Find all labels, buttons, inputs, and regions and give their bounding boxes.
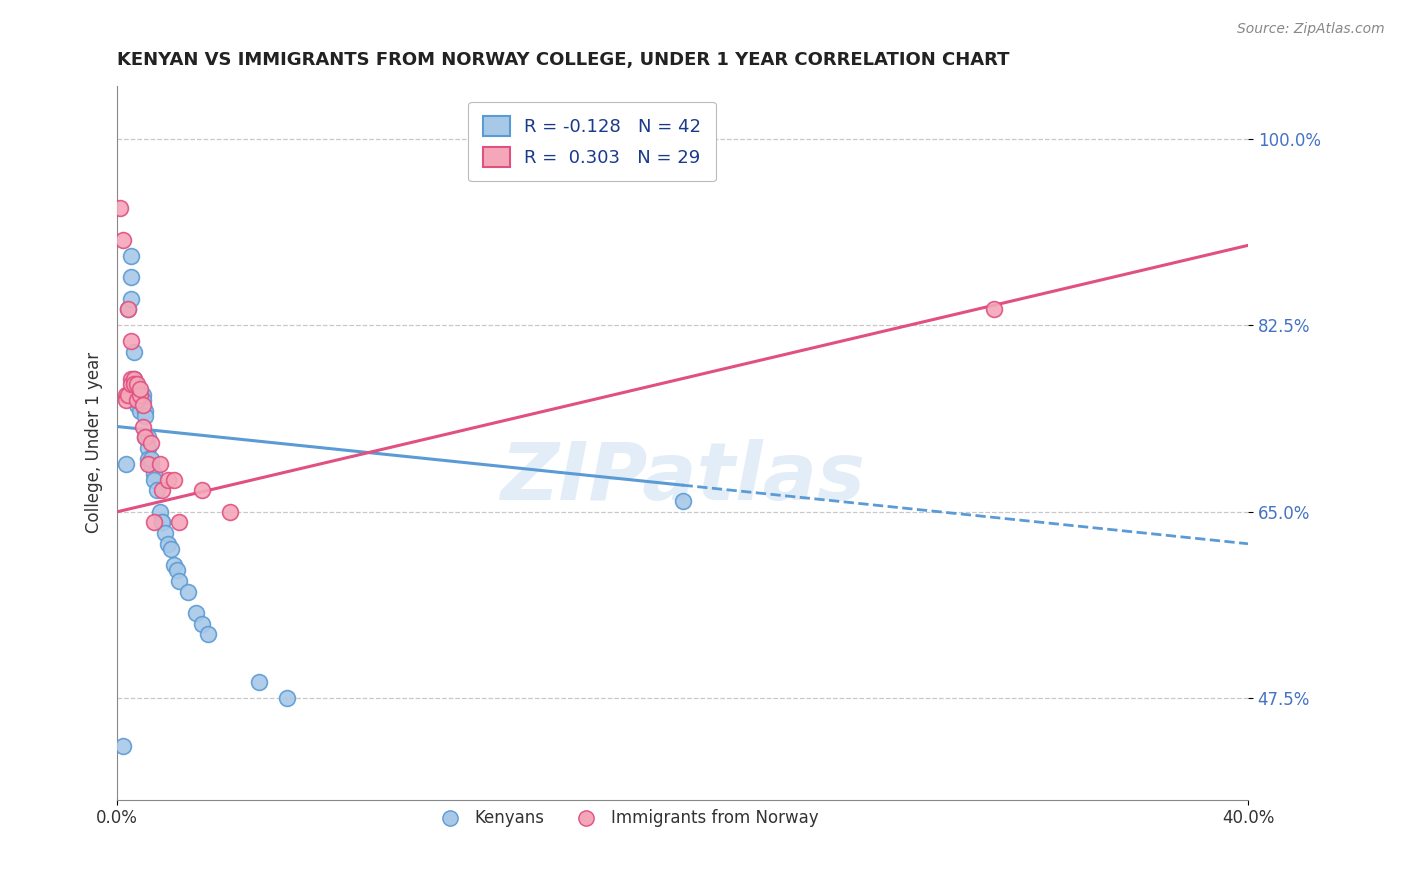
Point [120,270,142,285]
Point [157,473,180,487]
Point [177,584,200,599]
Point [114,457,136,471]
Point [125,387,148,401]
Point [131,419,153,434]
Point [191,616,214,631]
Point [136,451,159,466]
Point [125,392,148,407]
Point [671,494,693,508]
Point [139,457,162,471]
Point [191,483,214,498]
Point [157,537,180,551]
Point [131,392,153,407]
Point [122,371,145,385]
Point [128,403,150,417]
Point [120,292,142,306]
Point [149,457,172,471]
Point [152,483,174,498]
Point [142,473,165,487]
Point [122,345,145,359]
Point [117,302,139,317]
Point [131,387,153,401]
Point [108,201,131,215]
Point [114,392,136,407]
Point [139,435,162,450]
Point [219,505,242,519]
Legend: Kenyans, Immigrants from Norway: Kenyans, Immigrants from Norway [426,803,825,834]
Point [134,409,156,423]
Point [131,398,153,412]
Point [136,441,159,455]
Point [169,516,191,530]
Point [152,516,174,530]
Point [122,371,145,385]
Point [125,398,148,412]
Point [128,382,150,396]
Text: Source: ZipAtlas.com: Source: ZipAtlas.com [1237,22,1385,37]
Point [142,467,165,482]
Point [117,302,139,317]
Point [111,739,134,754]
Point [276,691,298,706]
Point [134,430,156,444]
Text: KENYAN VS IMMIGRANTS FROM NORWAY COLLEGE, UNDER 1 YEAR CORRELATION CHART: KENYAN VS IMMIGRANTS FROM NORWAY COLLEGE… [117,51,1010,69]
Point [186,606,208,620]
Point [166,563,188,577]
Point [139,451,162,466]
Point [128,387,150,401]
Point [169,574,191,588]
Point [117,387,139,401]
Text: ZIPatlas: ZIPatlas [501,439,865,517]
Point [152,516,174,530]
Point [122,376,145,391]
Point [136,457,159,471]
Y-axis label: College, Under 1 year: College, Under 1 year [86,352,103,533]
Point [114,387,136,401]
Point [120,376,142,391]
Point [163,558,186,572]
Point [120,371,142,385]
Point [983,302,1005,317]
Point [155,526,177,541]
Point [136,430,159,444]
Point [134,430,156,444]
Point [125,376,148,391]
Point [128,392,150,407]
Point [120,334,142,349]
Point [145,483,167,498]
Point [149,505,172,519]
Point [111,233,134,247]
Point [120,249,142,263]
Point [197,627,219,641]
Point [160,542,183,557]
Point [125,392,148,407]
Point [247,675,270,690]
Point [134,403,156,417]
Point [163,473,186,487]
Point [142,516,165,530]
